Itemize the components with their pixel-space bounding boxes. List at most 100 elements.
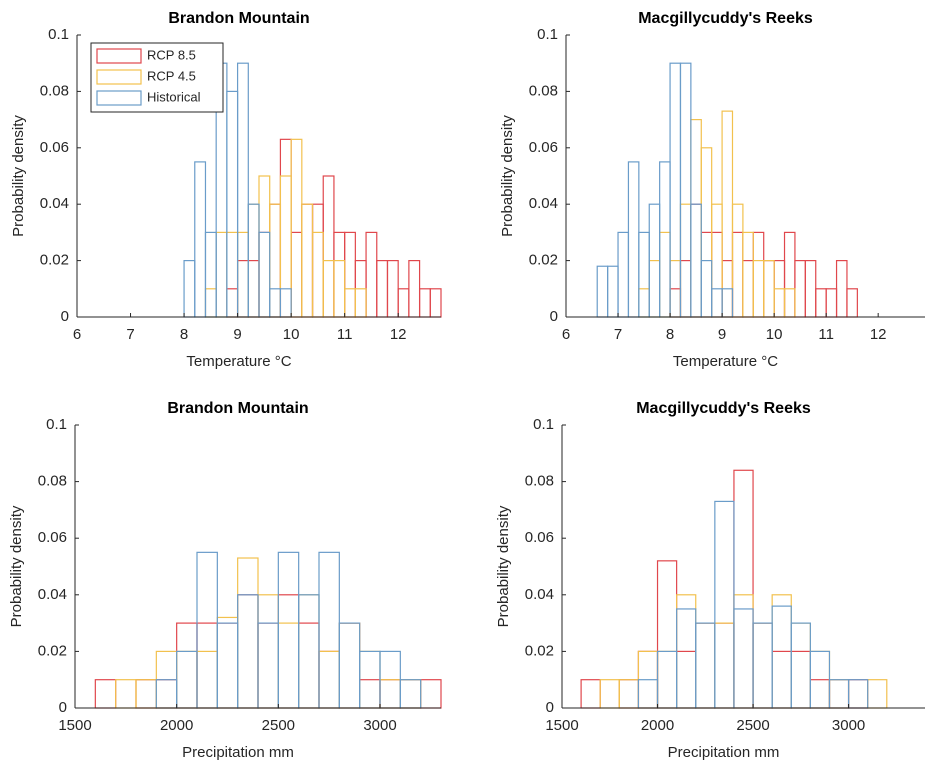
y-tick-label: 0.04 [40, 195, 69, 212]
histogram-bar [804, 260, 817, 318]
y-tick-label: 0 [550, 308, 558, 325]
y-tick-label: 0 [546, 699, 554, 716]
histogram-bar [638, 288, 650, 318]
x-tick-label: 7 [614, 326, 622, 343]
histogram-bar [269, 288, 282, 318]
histogram-bar [752, 260, 765, 318]
y-tick-label: 0 [61, 308, 69, 325]
histogram-bar [204, 231, 217, 318]
histogram-bar [298, 594, 320, 709]
histogram-bar [258, 231, 271, 318]
histogram-bar [237, 594, 259, 709]
histogram-bar [155, 679, 178, 709]
histogram-bar [637, 679, 659, 709]
histogram-bar [711, 203, 723, 318]
histogram-bar [714, 500, 735, 709]
histogram-bar [226, 231, 239, 318]
histogram-bar [429, 288, 442, 318]
x-tick-label: 8 [666, 326, 674, 343]
y-tick-label: 0.1 [537, 26, 558, 43]
y-tick-label: 0.04 [529, 195, 558, 212]
histogram-bar [721, 288, 734, 318]
y-tick-label: 0.02 [40, 252, 69, 269]
histogram-bar [790, 622, 811, 709]
histogram-bar [338, 622, 361, 709]
histogram-bar [771, 605, 792, 709]
histogram-bar [94, 679, 117, 709]
histogram-bar [763, 260, 775, 318]
legend-label: RCP 8.5 [147, 47, 196, 62]
y-tick-label: 0.08 [40, 82, 69, 99]
histogram-bar [733, 469, 754, 709]
histogram-bar [226, 90, 239, 318]
histogram-bar [399, 679, 422, 709]
histogram-bar [752, 622, 773, 709]
x-tick-label: 2000 [641, 717, 674, 734]
histogram-bar [196, 551, 218, 709]
histogram-bar [790, 622, 811, 709]
x-axis-label: Temperature °C [673, 353, 778, 370]
x-tick-label: 7 [126, 326, 134, 343]
histogram-bar [379, 679, 401, 709]
histogram-bar [279, 288, 292, 318]
histogram-bar [344, 231, 356, 318]
chart-title: Brandon Mountain [168, 10, 309, 27]
histogram-bar [301, 203, 314, 318]
histogram-bar [648, 260, 661, 318]
histogram-bar [679, 260, 692, 318]
histogram-bar [194, 161, 207, 318]
histogram-bar [733, 594, 754, 709]
legend-box [90, 42, 224, 113]
histogram-bar [809, 679, 831, 709]
histogram-bar [607, 265, 619, 318]
histogram-bar [847, 679, 869, 709]
y-tick-label: 0.06 [529, 139, 558, 156]
histogram-bar [627, 161, 640, 318]
x-tick-label: 6 [562, 326, 570, 343]
subplot: Macgillycuddy's Reeks Precipitation mm Pro… [495, 400, 925, 761]
y-axis-label: Probability density [495, 505, 512, 627]
histogram-bar [301, 203, 314, 318]
y-tick-label: 0.02 [38, 642, 67, 659]
histogram-bar [226, 288, 239, 318]
y-tick-label: 0.06 [40, 139, 69, 156]
histogram-bar [196, 650, 218, 709]
histogram-bar [721, 110, 734, 318]
histogram-bar [279, 175, 292, 318]
histogram-bar [700, 260, 713, 318]
legend: RCP 8.5 RCP 4.5 Historical [90, 42, 224, 113]
x-tick-label: 8 [180, 326, 188, 343]
histogram-bar [290, 231, 303, 318]
y-tick-label: 0.08 [38, 473, 67, 490]
y-tick-label: 0.02 [529, 252, 558, 269]
y-axis-label: Probability density [499, 115, 516, 237]
histogram-bar [386, 260, 399, 318]
x-tick-label: 9 [233, 326, 241, 343]
histogram-bar [279, 138, 292, 318]
y-tick-label: 0.1 [48, 26, 69, 43]
histogram-bar [399, 679, 422, 709]
histogram-bar [783, 231, 796, 318]
histogram-bar [322, 260, 335, 318]
chart-title: Brandon Mountain [167, 400, 308, 417]
histogram-bar [656, 560, 678, 709]
histogram-bar [399, 679, 422, 709]
histogram-bar [318, 551, 340, 709]
histogram-bar [344, 288, 356, 318]
x-tick-label: 1500 [58, 717, 91, 734]
histogram-bar [311, 203, 324, 318]
y-axis-label: Probability density [8, 505, 25, 627]
histogram-bar [418, 288, 431, 318]
histogram-bar [714, 622, 735, 709]
histogram-bar [237, 557, 259, 709]
histogram-bar [333, 231, 346, 318]
histogram-bar [196, 622, 218, 709]
chart-title: Macgillycuddy's Reeks [636, 400, 811, 417]
y-tick-label: 0.04 [525, 586, 554, 603]
histogram-bar [277, 622, 300, 709]
histogram-bar [659, 231, 671, 318]
histogram-bar [656, 650, 678, 709]
histogram-bar [742, 231, 754, 318]
histogram-bar [354, 288, 367, 318]
histogram-bar [731, 203, 744, 318]
